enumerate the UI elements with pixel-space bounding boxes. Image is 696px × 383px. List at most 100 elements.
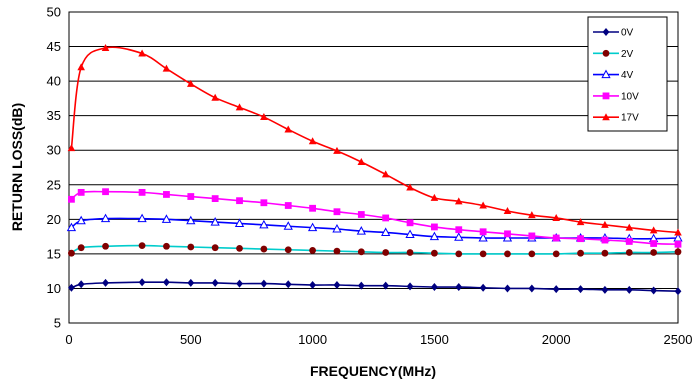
data-point <box>650 249 658 256</box>
legend-marker <box>601 69 611 79</box>
data-point <box>138 278 146 287</box>
data-point <box>162 64 171 72</box>
data-point <box>66 222 77 232</box>
data-point <box>68 249 75 257</box>
legend-item: 4V <box>593 69 634 81</box>
data-point <box>138 49 146 57</box>
data-point <box>137 213 147 223</box>
data-point <box>406 183 414 191</box>
legend: 0V 2V 4V 10V 17V <box>587 16 668 132</box>
legend-marker <box>602 113 610 121</box>
data-point <box>77 188 85 196</box>
legend-marker <box>602 28 610 36</box>
y-tick-label: 25 <box>47 177 61 192</box>
series-group <box>66 43 683 296</box>
legend-label: 17V <box>621 113 639 124</box>
data-point <box>67 144 76 152</box>
data-point <box>163 278 170 287</box>
data-point <box>479 201 487 209</box>
data-point <box>625 249 633 256</box>
data-point <box>454 197 463 205</box>
legend-label: 0V <box>621 28 634 39</box>
data-point <box>429 231 440 241</box>
data-point <box>236 244 243 252</box>
data-point <box>430 193 439 201</box>
data-point <box>455 250 463 258</box>
data-point <box>674 248 682 256</box>
data-point <box>674 228 682 236</box>
x-tick-label: 1500 <box>420 332 449 347</box>
legend-marker <box>602 49 610 57</box>
data-point <box>455 283 463 292</box>
data-point <box>528 284 536 293</box>
data-point <box>236 197 243 205</box>
data-point <box>625 285 633 294</box>
data-point <box>102 242 109 250</box>
data-point <box>163 191 170 198</box>
data-point <box>284 202 292 209</box>
data-point <box>260 113 268 121</box>
data-point <box>674 287 682 296</box>
x-tick-label: 500 <box>180 332 202 347</box>
data-point <box>503 207 512 215</box>
data-point <box>576 218 585 226</box>
data-point <box>138 242 146 249</box>
data-point <box>260 245 268 253</box>
data-point <box>601 220 609 228</box>
data-point <box>211 93 219 101</box>
data-point <box>234 218 245 227</box>
legend-item: 0V <box>593 28 634 39</box>
data-point <box>308 137 317 145</box>
data-point <box>552 213 560 221</box>
y-tick-label: 50 <box>47 5 61 20</box>
data-point <box>236 279 243 288</box>
series-17V <box>67 43 682 236</box>
legend-marker <box>602 92 610 100</box>
data-point <box>431 249 438 257</box>
y-tick-label: 10 <box>47 281 61 296</box>
data-point <box>100 213 111 223</box>
legend-item: 10V <box>593 91 639 102</box>
data-point <box>333 208 341 216</box>
data-point <box>577 285 584 294</box>
data-point <box>259 219 269 229</box>
data-point <box>284 246 292 254</box>
data-point <box>211 244 219 252</box>
series-2V <box>68 242 682 258</box>
y-axis-title: RETURN LOSS(dB) <box>9 103 25 231</box>
data-point <box>431 223 438 231</box>
data-point <box>405 229 415 239</box>
data-point <box>406 249 414 256</box>
data-point <box>357 211 365 218</box>
data-point <box>431 283 438 292</box>
y-tick-label: 5 <box>54 316 61 331</box>
data-point <box>502 232 513 242</box>
x-axis-title: FREQUENCY(MHz) <box>310 363 436 379</box>
data-point <box>406 219 414 227</box>
data-point <box>284 125 293 133</box>
data-point <box>479 250 487 258</box>
data-point <box>381 170 390 178</box>
x-tick-label: 2000 <box>542 332 571 347</box>
data-point <box>307 222 318 232</box>
legend-label: 10V <box>621 91 639 102</box>
legend-item: 17V <box>593 113 639 124</box>
data-point <box>650 286 658 295</box>
y-tick-label: 20 <box>47 212 61 227</box>
data-point <box>77 244 85 252</box>
data-point <box>381 227 391 236</box>
data-point <box>649 226 658 234</box>
data-point <box>356 226 366 235</box>
x-tick-labels: 0 500 1000 1500 2000 2500 <box>65 332 692 347</box>
data-point <box>601 285 609 294</box>
data-point <box>309 204 316 212</box>
data-point <box>163 242 170 250</box>
data-point <box>552 234 560 242</box>
legend-item: 2V <box>593 49 634 60</box>
data-point <box>187 278 195 287</box>
data-point <box>357 157 366 165</box>
data-point <box>102 278 109 287</box>
data-point <box>284 280 292 289</box>
data-point <box>161 214 172 223</box>
